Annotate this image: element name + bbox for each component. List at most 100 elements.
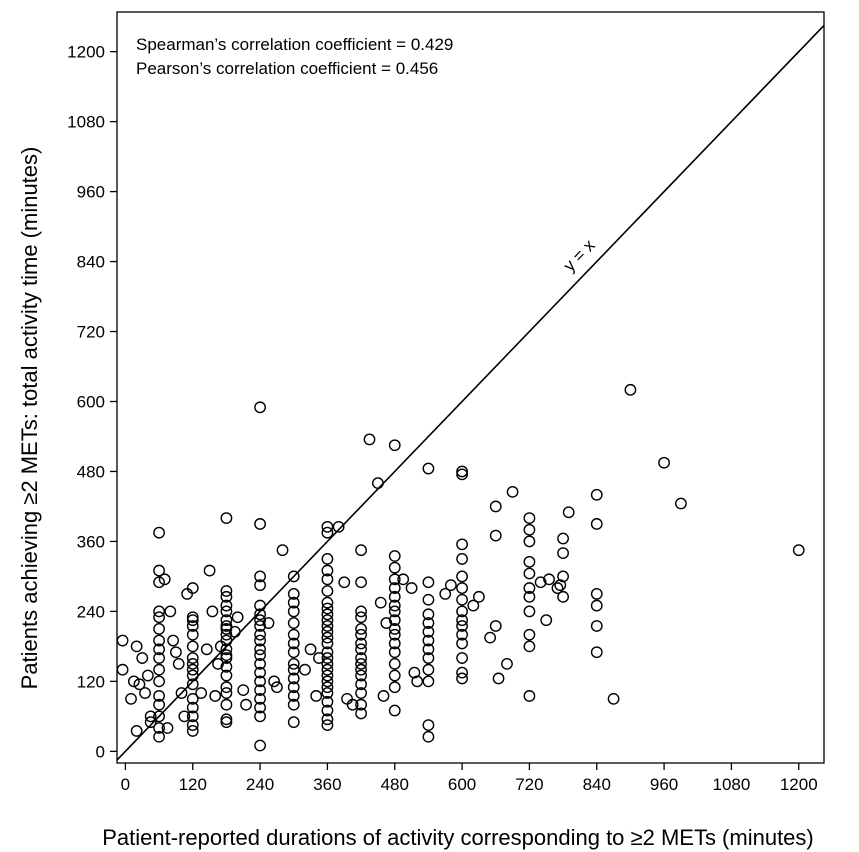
- data-point: [287, 698, 300, 711]
- data-point: [590, 588, 603, 600]
- data-point: [422, 608, 435, 621]
- data-point: [153, 622, 165, 635]
- data-point: [287, 663, 300, 676]
- data-point: [175, 687, 188, 699]
- data-point: [355, 622, 367, 635]
- data-point: [321, 614, 334, 627]
- data-point: [220, 620, 233, 632]
- data-point: [321, 695, 334, 708]
- data-point: [388, 561, 401, 574]
- data-point: [422, 593, 435, 606]
- data-point: [287, 570, 300, 583]
- data-point: [590, 488, 603, 501]
- y-tick-label: 1080: [67, 113, 105, 132]
- data-point: [287, 617, 300, 629]
- data-point: [254, 675, 266, 688]
- data-point: [321, 573, 334, 586]
- data-point: [153, 652, 165, 664]
- data-point: [355, 643, 367, 656]
- data-point: [153, 663, 165, 676]
- data-point: [377, 690, 390, 702]
- data-point: [276, 544, 289, 557]
- data-point: [209, 690, 222, 702]
- data-point: [321, 652, 334, 664]
- data-point: [557, 547, 569, 559]
- data-point: [321, 713, 334, 726]
- data-point: [355, 698, 367, 711]
- data-point: [186, 719, 199, 732]
- data-point: [240, 698, 252, 711]
- data-point: [203, 564, 216, 577]
- data-point: [456, 582, 468, 594]
- data-point: [388, 657, 401, 670]
- data-point: [153, 710, 165, 723]
- data-point: [388, 681, 401, 694]
- data-point: [557, 570, 569, 583]
- data-point: [338, 576, 351, 589]
- data-point: [388, 582, 401, 594]
- data-point: [792, 544, 805, 557]
- data-point: [422, 634, 435, 647]
- data-point: [456, 605, 468, 618]
- data-point: [321, 719, 334, 732]
- data-point: [321, 646, 334, 659]
- data-point: [388, 573, 401, 586]
- data-point: [523, 535, 536, 548]
- data-point: [220, 605, 233, 618]
- data-point: [372, 477, 384, 490]
- data-point: [321, 657, 334, 670]
- data-point: [254, 570, 266, 583]
- data-point: [456, 553, 468, 565]
- data-point: [153, 730, 165, 743]
- data-point: [489, 500, 502, 513]
- data-point: [220, 687, 233, 699]
- data-point: [220, 713, 233, 726]
- y-axis: 0 120 240 360 480 600 720 840 960 1080 1200: [67, 43, 117, 761]
- data-point: [456, 593, 468, 606]
- data-point: [405, 582, 418, 594]
- y-tick-label: 0: [96, 742, 105, 761]
- data-point: [287, 588, 300, 600]
- data-point: [287, 628, 300, 641]
- data-point: [287, 596, 300, 609]
- data-point: [172, 657, 185, 670]
- data-point: [287, 672, 300, 685]
- data-point: [130, 725, 143, 737]
- data-point: [346, 698, 359, 711]
- data-point: [523, 555, 536, 568]
- data-point: [489, 620, 502, 632]
- y-tick-label: 240: [77, 602, 105, 621]
- data-point: [144, 716, 157, 729]
- data-point: [422, 643, 435, 656]
- data-point: [321, 520, 334, 533]
- data-point: [355, 611, 367, 624]
- data-point: [388, 605, 401, 618]
- x-tick-label: 720: [515, 775, 543, 794]
- data-point: [220, 585, 233, 597]
- data-point: [355, 544, 367, 557]
- data-point: [590, 518, 603, 530]
- data-point: [220, 590, 233, 603]
- data-point: [388, 439, 401, 452]
- data-point: [675, 497, 687, 510]
- data-point: [186, 582, 199, 594]
- data-point: [388, 614, 401, 627]
- data-point: [287, 690, 300, 702]
- annotation-pearson: Pearson’s correlation coefficient = 0.45…: [136, 59, 438, 78]
- data-point: [411, 675, 424, 688]
- y-tick-label: 360: [77, 532, 105, 551]
- data-point: [153, 564, 165, 577]
- data-point: [551, 582, 564, 594]
- data-point: [186, 663, 199, 676]
- data-point: [422, 730, 435, 743]
- data-point: [186, 725, 199, 737]
- data-point: [158, 573, 171, 586]
- data-point: [456, 652, 468, 664]
- data-point: [254, 608, 266, 621]
- data-point: [321, 585, 334, 597]
- data-point: [355, 576, 367, 589]
- data-point: [332, 520, 345, 533]
- data-point: [590, 620, 603, 632]
- data-point: [523, 628, 536, 641]
- data-point: [422, 462, 435, 475]
